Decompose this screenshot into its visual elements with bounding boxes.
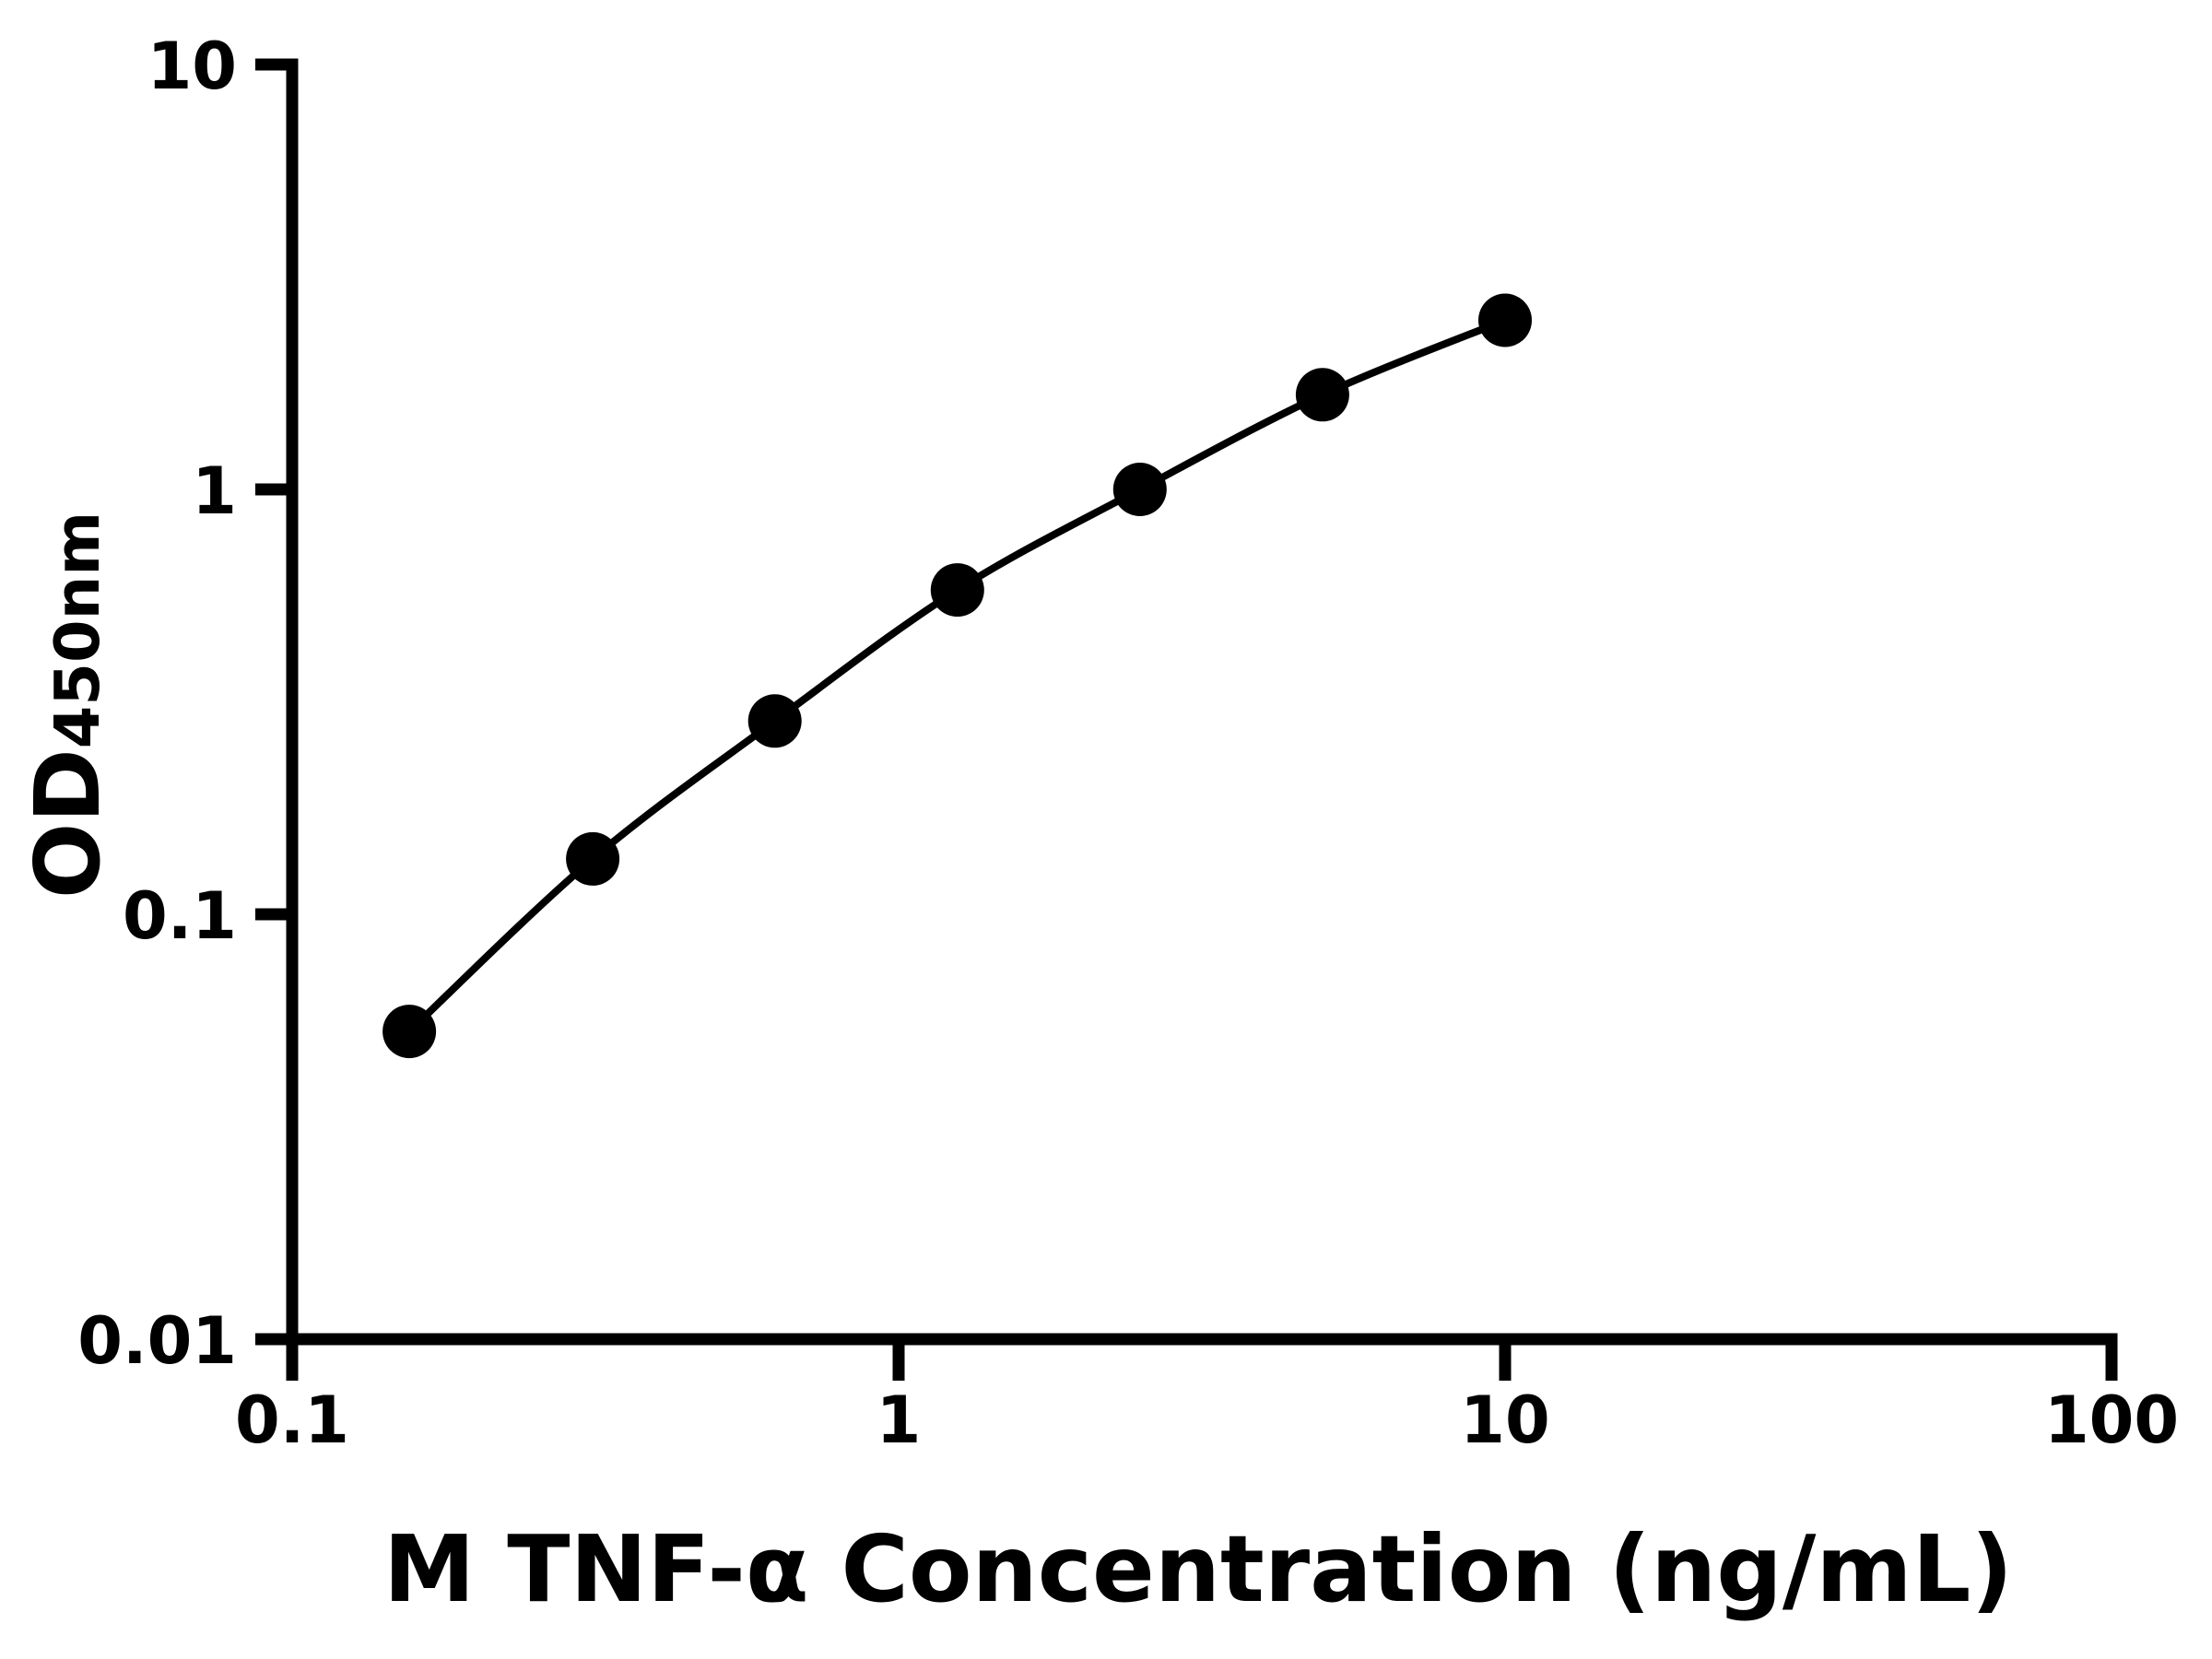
- y-tick-label-0.01: 0.01: [77, 1303, 237, 1379]
- y-tick-label-1: 1: [192, 453, 237, 529]
- x-axis-title: M TNF-α Concentration (ng/mL): [383, 1515, 2013, 1623]
- y-tick-label-0.1: 0.1: [123, 878, 237, 954]
- x-tick-label-100: 100: [2044, 1382, 2179, 1458]
- data-point-marker: [747, 694, 802, 748]
- y-axis-title-sub: 450nm: [41, 512, 113, 748]
- data-point-marker: [1295, 368, 1349, 422]
- x-tick-label-0.1: 0.1: [235, 1382, 349, 1458]
- y-axis-title-main: OD: [16, 748, 120, 899]
- x-tick-label-10: 10: [1460, 1382, 1549, 1458]
- data-point-marker: [566, 831, 620, 886]
- data-point-marker: [1112, 463, 1167, 516]
- data-point-marker: [930, 563, 984, 618]
- y-tick-label-10: 10: [147, 29, 237, 104]
- axis-spines: [286, 58, 2118, 1346]
- x-tick-label-1: 1: [877, 1382, 922, 1458]
- standard-curve-line: [406, 316, 1509, 1036]
- data-point-marker: [382, 1005, 437, 1059]
- y-axis-title: OD450nm: [16, 512, 120, 899]
- data-point-marker: [1478, 293, 1532, 347]
